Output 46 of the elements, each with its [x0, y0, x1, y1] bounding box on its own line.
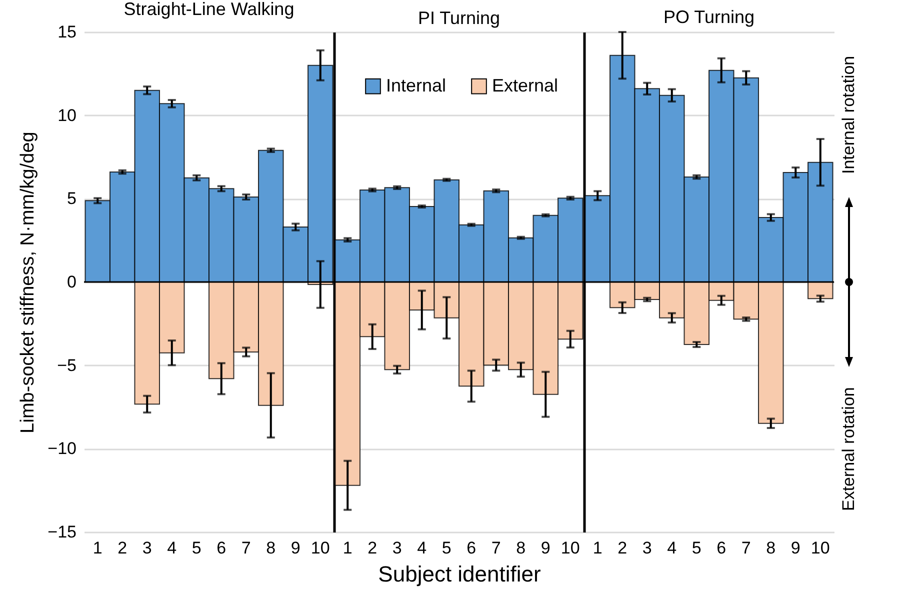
x-tick-label: 8 — [266, 538, 276, 558]
x-tick-label: 10 — [560, 538, 580, 558]
x-tick-label: 2 — [618, 538, 628, 558]
chart-title: PI Turning — [418, 8, 500, 28]
x-tick-label: 3 — [642, 538, 652, 558]
x-tick-label: 7 — [241, 538, 251, 558]
y-tick-label: 0 — [67, 272, 76, 292]
x-tick-label: 5 — [442, 538, 452, 558]
x-tick-label: 10 — [810, 538, 830, 558]
legend-label: Internal — [386, 75, 446, 96]
chart-title: Straight-Line Walking — [124, 0, 294, 19]
x-tick-label: 3 — [392, 538, 402, 558]
y-tick-label: −5 — [57, 356, 76, 375]
x-axis-title: Subject identifier — [378, 562, 541, 586]
x-tick-label: 6 — [716, 538, 726, 558]
x-tick-label: 4 — [167, 538, 177, 558]
x-tick-label: 3 — [142, 538, 152, 558]
x-tick-label: 1 — [592, 538, 602, 558]
x-tick-label: 2 — [368, 538, 378, 558]
y-axis-title: Limb-socket stiffness, N·mm/kg/deg — [18, 132, 39, 434]
x-tick-label: 8 — [766, 538, 776, 558]
legend-label: External — [492, 75, 558, 96]
y-tick-label: 10 — [58, 106, 76, 125]
x-tick-label: 1 — [342, 538, 352, 558]
y-tick-label: 5 — [67, 189, 76, 208]
x-tick-label: 8 — [516, 538, 526, 558]
x-tick-label: 9 — [290, 538, 300, 558]
x-tick-label: 4 — [417, 538, 427, 558]
x-tick-label: 1 — [92, 538, 102, 558]
x-tick-label: 9 — [540, 538, 550, 558]
x-tick-label: 6 — [216, 538, 226, 558]
x-tick-label: 7 — [491, 538, 501, 558]
x-tick-label: 10 — [310, 538, 330, 558]
x-tick-label: 9 — [790, 538, 800, 558]
text: Internal rotation — [839, 54, 859, 176]
y-tick-label: 15 — [58, 22, 76, 42]
x-tick-label: 5 — [192, 538, 202, 558]
x-tick-label: 5 — [692, 538, 702, 558]
y-tick-label: −15 — [48, 522, 76, 542]
x-tick-label: 4 — [667, 538, 677, 558]
chart-title: PO Turning — [663, 7, 755, 27]
x-tick-label: 2 — [118, 538, 128, 558]
text: External rotation — [839, 386, 859, 514]
x-tick-label: 6 — [466, 538, 476, 558]
x-tick-label: 7 — [741, 538, 751, 558]
y-tick-label: −10 — [48, 439, 76, 458]
